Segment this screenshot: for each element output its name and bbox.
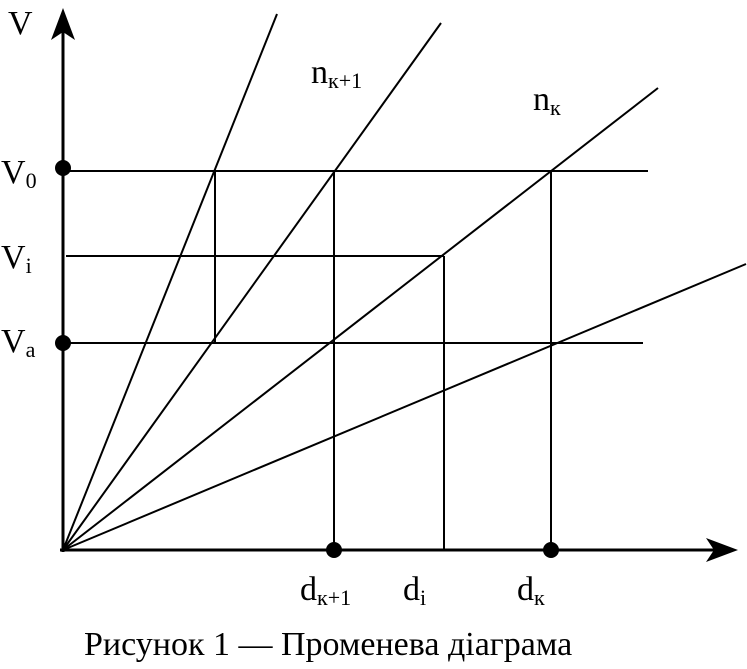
x-axis-arrow	[706, 538, 738, 562]
figure-caption: Рисунок 1 — Променева діаграма	[84, 626, 572, 663]
ray-1	[62, 13, 278, 551]
ray-n-k	[62, 87, 659, 551]
label-n-k: nк	[533, 81, 561, 120]
dot-v0	[55, 160, 71, 176]
dot-dk1	[326, 542, 342, 558]
ray-4	[62, 263, 747, 551]
label-d-k-plus-1: dк+1	[300, 571, 351, 610]
label-d-i: di	[403, 571, 426, 610]
dot-dk	[543, 542, 559, 558]
label-v0: V0	[1, 154, 37, 193]
y-axis-arrow	[51, 8, 75, 40]
label-vi: Vi	[1, 239, 32, 278]
y-axis-label: V	[8, 5, 33, 42]
dot-va	[55, 335, 71, 351]
ray-n-k-plus-1	[62, 22, 442, 551]
label-d-k: dк	[517, 571, 545, 610]
label-n-k-plus-1: nк+1	[311, 54, 362, 93]
label-va: Va	[1, 323, 36, 362]
